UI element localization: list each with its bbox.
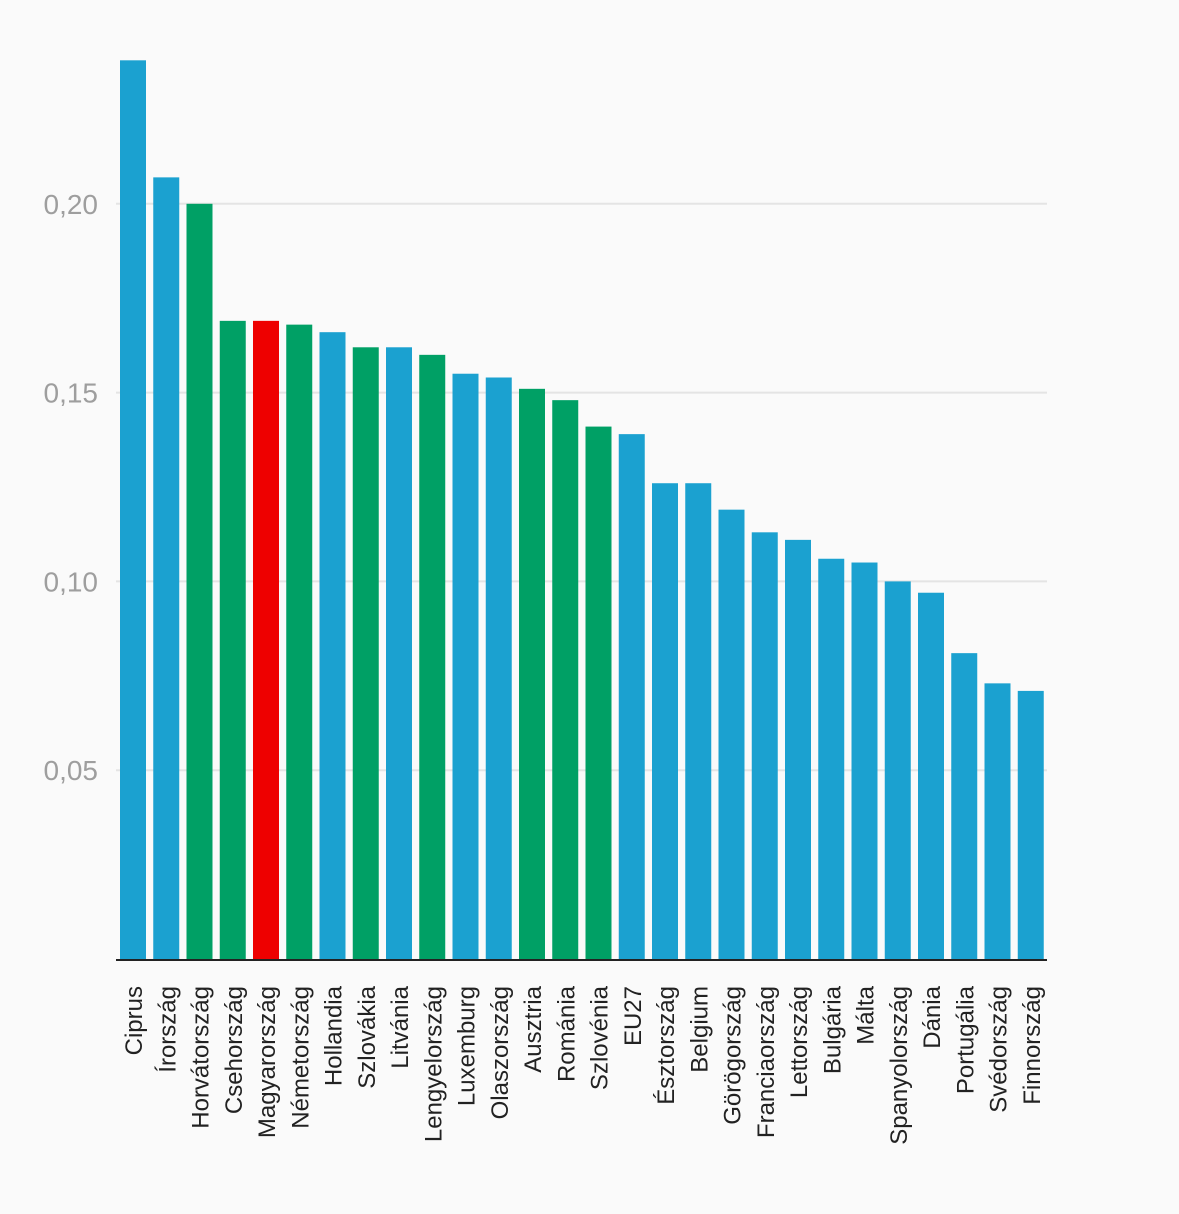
- y-tick-label: 0,05: [44, 755, 99, 786]
- bar: [485, 377, 512, 960]
- x-tick-label: Csehország: [221, 986, 248, 1114]
- y-tick-label: 0,10: [44, 566, 99, 597]
- x-tick-label: Magyarország: [254, 986, 281, 1138]
- bar: [918, 592, 944, 959]
- y-tick-label: 0,20: [44, 189, 99, 220]
- x-tick-label: Finnország: [1019, 986, 1046, 1105]
- bar: [552, 400, 579, 960]
- bar: [984, 683, 1011, 959]
- x-tick-label: Szlovénia: [587, 985, 614, 1090]
- bar: [751, 532, 778, 959]
- bar: [186, 203, 213, 960]
- bar: [386, 347, 412, 960]
- x-tick-label: Észtország: [653, 986, 680, 1105]
- bars: [120, 60, 1044, 960]
- bar: [1017, 690, 1044, 959]
- x-tick-label: Spanyolország: [886, 986, 913, 1145]
- x-tick-label: Luxemburg: [454, 986, 481, 1106]
- x-tick-label: Svédország: [986, 986, 1013, 1113]
- bar: [618, 434, 645, 959]
- bar: [951, 653, 978, 959]
- x-tick-label: Görögország: [720, 986, 747, 1125]
- bar: [652, 483, 678, 959]
- bar: [851, 562, 878, 959]
- x-tick-label: Németország: [287, 986, 314, 1129]
- x-axis-ticks: Ciprus Írország Horvátország Csehország Magy…: [121, 985, 1046, 1144]
- bar: [286, 324, 313, 960]
- x-tick-label: Lettország: [786, 986, 813, 1098]
- bar: [585, 426, 612, 960]
- x-tick-label: Lengyelország: [420, 986, 447, 1142]
- bar: [219, 320, 246, 960]
- bar: [452, 373, 479, 960]
- x-tick-label: Portugália: [952, 985, 979, 1094]
- bar: [818, 558, 845, 959]
- x-tick-label: Horvátország: [188, 986, 215, 1129]
- x-tick-label: Ausztria: [520, 985, 547, 1072]
- bar: [352, 347, 379, 960]
- bar: [319, 332, 346, 960]
- x-tick-label: Hollandia: [321, 985, 348, 1086]
- y-axis-ticks: 0,05 0,10 0,15 0,20: [44, 189, 99, 786]
- x-tick-label: Litvánia: [387, 985, 414, 1068]
- bar: [519, 388, 545, 960]
- x-tick-label: Belgium: [686, 986, 713, 1073]
- bar: [685, 483, 712, 959]
- bar: [718, 509, 745, 959]
- bar: [884, 581, 911, 959]
- bar: [785, 539, 811, 959]
- x-tick-label: Szlovákia: [354, 985, 381, 1088]
- x-tick-label: Románia: [553, 985, 580, 1082]
- x-tick-label: Ciprus: [121, 986, 148, 1055]
- y-tick-label: 0,15: [44, 378, 99, 409]
- x-tick-label: Bulgária: [819, 985, 846, 1074]
- bar: [153, 177, 180, 960]
- bar: [419, 354, 446, 960]
- x-tick-label: Franciaország: [753, 986, 780, 1138]
- x-tick-label: Írország: [154, 986, 181, 1073]
- bar: [120, 60, 146, 959]
- bar: [253, 320, 279, 960]
- x-tick-label: Olaszország: [487, 986, 514, 1119]
- x-tick-label: Dánia: [919, 985, 946, 1048]
- x-tick-label: Málta: [853, 985, 880, 1044]
- x-tick-label: EU27: [620, 986, 647, 1046]
